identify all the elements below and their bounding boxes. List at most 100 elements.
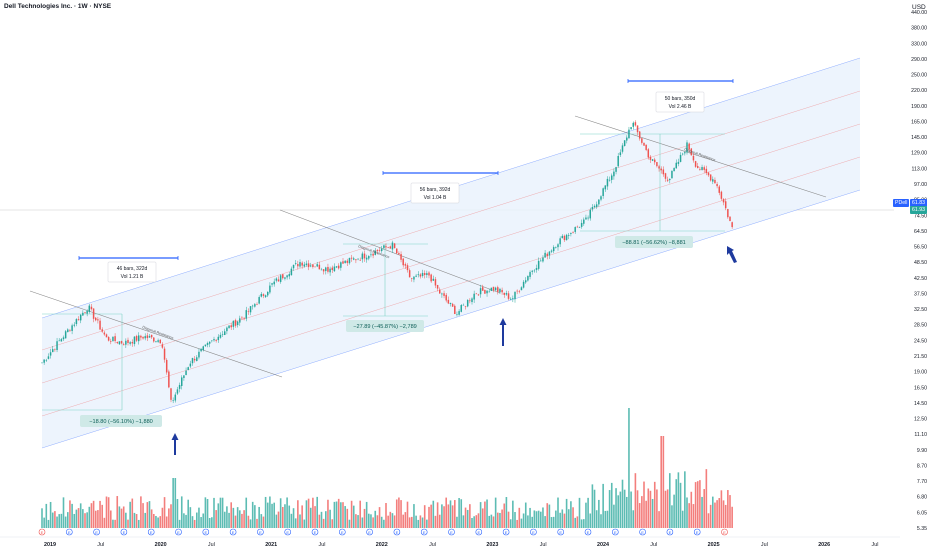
candle-body xyxy=(142,336,144,339)
candle-body xyxy=(619,152,622,156)
candle-body xyxy=(544,252,546,258)
volume-bar xyxy=(395,499,398,528)
volume-bar xyxy=(456,516,458,528)
volume-bar xyxy=(626,496,628,528)
earnings-marker xyxy=(147,528,155,536)
volume-bar xyxy=(380,516,383,528)
volume-bar xyxy=(436,502,439,528)
y-tick-label: 32.50 xyxy=(914,307,927,313)
volume-bar xyxy=(423,505,426,528)
candle-body xyxy=(122,344,125,346)
volume-bar xyxy=(471,518,473,528)
time-axis[interactable]: 2019 Jul 2020 Jul 2021 Jul 2022 Jul 2023 Jul 2024 J… xyxy=(0,536,900,548)
y-tick-label: 330.00 xyxy=(911,41,927,47)
volume-bar xyxy=(168,508,170,528)
candle-body xyxy=(673,168,675,172)
candle-body xyxy=(103,332,106,335)
volume-bar xyxy=(729,495,731,528)
candle-body xyxy=(570,232,572,234)
volume-bar xyxy=(361,517,364,528)
candle-body xyxy=(522,281,525,288)
volume-bar xyxy=(155,515,157,528)
volume-bar xyxy=(376,515,379,528)
candle-body xyxy=(617,155,619,167)
candle-body xyxy=(155,341,157,343)
volume-bar xyxy=(531,516,533,528)
volume-bar xyxy=(208,518,211,528)
volume-bar xyxy=(677,472,680,528)
candle-body xyxy=(183,375,185,379)
candle-body xyxy=(174,394,177,401)
candle-body xyxy=(247,311,250,312)
candle-body xyxy=(245,310,247,319)
candle-body xyxy=(638,131,641,139)
volume-bar xyxy=(135,514,138,528)
volume-bar xyxy=(462,515,465,528)
volume-bar xyxy=(653,481,656,528)
candle-body xyxy=(669,178,671,181)
volume-bar xyxy=(580,519,583,528)
volume-bar xyxy=(92,500,95,528)
volume-bar xyxy=(720,490,723,528)
volume-bar xyxy=(591,484,594,528)
x-tick-label: Jul xyxy=(97,542,104,548)
volume-bar xyxy=(535,511,538,528)
price-axis[interactable]: 440.00 380.00 330.00 290.00 250.00 220.00 190.… xyxy=(911,10,927,532)
earnings-marker-label: E xyxy=(41,530,44,535)
earnings-marker-label: E xyxy=(696,530,699,535)
volume-bar xyxy=(432,500,435,528)
candle-body xyxy=(297,264,299,267)
volume-bar xyxy=(279,498,282,528)
candle-body xyxy=(716,184,718,187)
candle-body xyxy=(165,359,168,373)
volume-bar xyxy=(679,482,682,528)
volume-bar xyxy=(649,490,652,528)
candle-body xyxy=(157,340,159,342)
y-tick-label: 129.00 xyxy=(911,151,927,157)
volume-bar xyxy=(94,510,97,528)
volume-bar xyxy=(176,499,179,528)
candle-body xyxy=(423,273,426,275)
candle-body xyxy=(129,342,131,344)
volume-bar xyxy=(533,510,536,528)
x-tick-label: Jul xyxy=(540,542,547,548)
earnings-marker xyxy=(530,528,537,536)
volume-bar xyxy=(54,511,56,528)
volume-bar xyxy=(331,519,334,528)
candle-body xyxy=(421,272,424,277)
candle-body xyxy=(514,291,516,300)
candle-body xyxy=(239,318,241,323)
range-measure-lines xyxy=(42,79,734,411)
volume-bar xyxy=(466,509,469,528)
volume-bar xyxy=(174,478,177,528)
y-tick-label: 21.50 xyxy=(914,354,927,360)
volume-bar xyxy=(555,510,557,528)
candle-body xyxy=(380,248,383,252)
candle-body xyxy=(202,346,204,351)
candle-body xyxy=(54,348,56,350)
candle-body xyxy=(335,266,338,268)
candle-body xyxy=(531,270,533,272)
candle-body xyxy=(492,286,495,291)
volume-bar xyxy=(673,494,675,528)
volume-bar xyxy=(232,507,235,528)
volume-bar xyxy=(411,516,413,528)
volume-bar xyxy=(64,516,67,528)
volume-bar xyxy=(275,514,278,528)
volume-bar xyxy=(572,507,574,528)
candle-body xyxy=(92,308,95,319)
candle-body xyxy=(529,272,531,277)
candle-body xyxy=(159,339,161,344)
volume-bar xyxy=(228,512,230,528)
candle-body xyxy=(340,262,342,268)
candle-body xyxy=(550,250,553,252)
regression-channel-fill xyxy=(42,58,860,448)
volume-bar xyxy=(391,513,394,528)
candle-body xyxy=(138,335,140,342)
candle-body xyxy=(697,166,699,168)
volume-bar xyxy=(469,504,471,528)
candle-body xyxy=(146,335,149,339)
candle-body xyxy=(591,207,594,210)
